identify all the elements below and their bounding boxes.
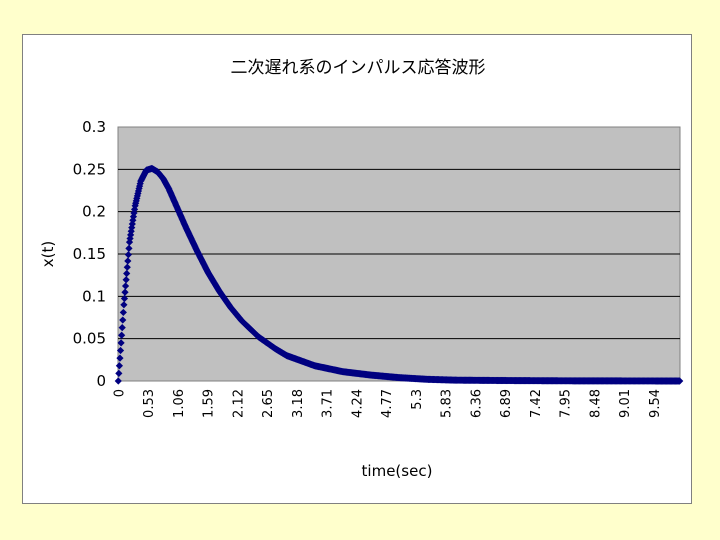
data-point — [115, 369, 123, 377]
data-series — [114, 164, 684, 385]
x-tick-label: 6.89 — [499, 389, 514, 418]
data-point — [120, 294, 129, 303]
data-point — [117, 339, 125, 347]
data-point — [124, 251, 132, 259]
chart-svg: 二次遅れ系のインパルス応答波形 0 0.05 0.1 0.15 0.2 0.25 0.3 0… — [39, 58, 684, 480]
x-tick-label: 5.83 — [440, 389, 455, 418]
data-point — [123, 263, 131, 271]
data-point — [125, 238, 134, 246]
gridlines — [118, 168, 680, 340]
x-tick-label: 1.59 — [202, 389, 217, 418]
data-point — [123, 269, 131, 278]
data-point — [128, 223, 136, 232]
y-axis: 0 0.05 0.1 0.15 0.2 0.25 0.3 — [73, 118, 106, 390]
data-point — [114, 377, 122, 385]
data-point — [118, 331, 126, 339]
data-point — [121, 288, 129, 296]
data-point — [118, 324, 126, 332]
x-axis: 0 0.53 1.06 1.59 2.12 2.65 3.18 3.71 4.24 4.77 5.3… — [112, 389, 663, 418]
y-tick-label: 0.1 — [82, 287, 106, 305]
y-axis-label: x(t) — [39, 241, 57, 267]
y-tick-label: 0.2 — [82, 203, 106, 221]
data-point — [119, 308, 127, 317]
x-tick-label: 4.77 — [380, 389, 395, 418]
x-tick-label: 2.12 — [231, 389, 246, 418]
y-tick-label: 0 — [96, 372, 106, 390]
x-tick-label: 3.18 — [291, 389, 306, 418]
x-tick-label: 9.01 — [618, 389, 633, 418]
chart-title: 二次遅れ系のインパルス応答波形 — [231, 58, 486, 78]
x-tick-label: 0.53 — [142, 389, 157, 418]
data-point — [676, 377, 684, 385]
data-point — [115, 362, 124, 370]
y-tick-label: 0.05 — [73, 330, 106, 348]
y-tick-label: 0.25 — [73, 160, 106, 178]
x-tick-label: 0 — [112, 389, 127, 397]
x-tick-label: 6.36 — [469, 389, 484, 418]
data-point — [116, 354, 124, 362]
data-point — [116, 346, 125, 355]
chart-area: 二次遅れ系のインパルス応答波形 0 0.05 0.1 0.15 0.2 0.25 0.3 0… — [22, 34, 692, 504]
x-tick-label: 7.95 — [559, 389, 574, 418]
x-tick-label: 1.06 — [172, 389, 187, 418]
data-point — [125, 244, 133, 253]
x-tick-label: 5.3 — [410, 389, 425, 410]
x-tick-label: 9.54 — [648, 389, 663, 418]
y-tick-label: 0.3 — [82, 118, 106, 136]
x-tick-label: 2.65 — [261, 389, 276, 418]
x-tick-label: 7.42 — [529, 389, 544, 418]
x-tick-label: 3.71 — [321, 389, 336, 418]
data-point — [120, 301, 128, 309]
y-tick-label: 0.15 — [73, 245, 106, 263]
x-tick-label: 8.48 — [588, 389, 603, 418]
x-tick-label: 4.24 — [350, 389, 365, 418]
data-point — [119, 316, 127, 324]
x-axis-label: time(sec) — [362, 462, 433, 480]
